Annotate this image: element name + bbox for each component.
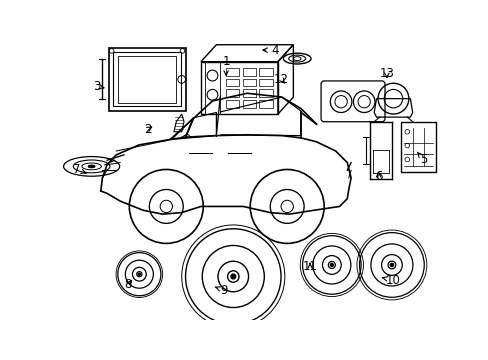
Circle shape xyxy=(330,264,333,266)
Text: 11: 11 xyxy=(302,260,317,273)
Bar xyxy=(225,68,238,76)
Bar xyxy=(118,55,176,103)
Text: 10: 10 xyxy=(382,274,400,287)
Bar xyxy=(225,100,238,108)
Bar xyxy=(242,68,255,76)
Bar xyxy=(108,48,185,111)
Text: 5: 5 xyxy=(416,152,427,166)
Bar xyxy=(259,100,272,108)
Bar xyxy=(201,62,277,114)
Bar xyxy=(242,89,255,97)
Bar xyxy=(225,89,238,97)
Text: 2: 2 xyxy=(144,123,152,136)
Circle shape xyxy=(230,274,235,279)
Ellipse shape xyxy=(88,165,95,167)
Text: 3: 3 xyxy=(93,80,103,93)
Text: 12: 12 xyxy=(273,73,288,86)
Bar xyxy=(242,100,255,108)
Text: 1: 1 xyxy=(222,55,229,75)
Text: 9: 9 xyxy=(215,284,227,297)
Bar xyxy=(113,53,181,106)
Text: 8: 8 xyxy=(124,278,132,291)
Circle shape xyxy=(138,273,140,275)
Text: 7: 7 xyxy=(73,163,86,176)
Bar xyxy=(225,78,238,86)
Text: 13: 13 xyxy=(379,67,393,80)
Bar xyxy=(259,68,272,76)
Circle shape xyxy=(389,264,393,266)
Text: 6: 6 xyxy=(374,170,382,183)
Bar xyxy=(242,78,255,86)
Bar xyxy=(400,122,435,172)
Bar xyxy=(259,78,272,86)
Text: 4: 4 xyxy=(263,44,278,57)
Bar xyxy=(259,89,272,97)
